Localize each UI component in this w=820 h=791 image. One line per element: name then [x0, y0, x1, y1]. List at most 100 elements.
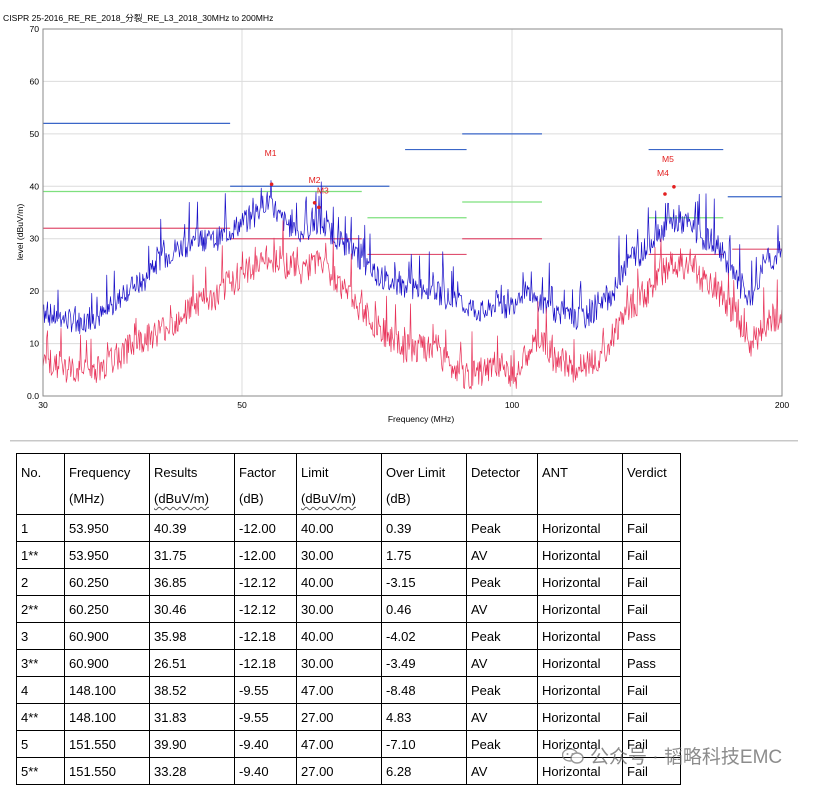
average-trace: [42, 220, 783, 390]
table-cell: -3.49: [381, 649, 467, 677]
x-tick-label: 50: [237, 400, 247, 410]
table-cell: 40.00: [296, 622, 382, 650]
watermark: 公众号 · 韬略科技EMC: [562, 742, 782, 769]
table-cell: 35.98: [149, 622, 235, 650]
table-cell: -9.55: [234, 676, 297, 704]
table-cell: 40.39: [149, 514, 235, 542]
table-cell: 148.100: [64, 703, 150, 731]
y-tick-label: 30: [29, 234, 39, 244]
table-cell: 4: [16, 676, 65, 704]
table-cell: 151.550: [64, 757, 150, 785]
table-header-cell: Results (dBuV/m): [149, 453, 235, 515]
header-text: Limit: [301, 465, 329, 480]
table-row: 4 148.100 38.52 -9.55 47.00 -8.48 Peak Horizont…: [16, 676, 681, 704]
header-text: (dBuV/m): [154, 491, 209, 506]
table-cell: 40.00: [296, 514, 382, 542]
table-cell: Fail: [622, 595, 681, 623]
header-text: (dBuV/m): [301, 491, 356, 506]
table-cell: 4.83: [381, 703, 467, 731]
y-tick-label: 60: [29, 76, 39, 86]
table-cell: Peak: [466, 676, 538, 704]
table-cell: Fail: [622, 541, 681, 569]
table-cell: 148.100: [64, 676, 150, 704]
table-cell: -12.00: [234, 514, 297, 542]
table-cell: -12.18: [234, 622, 297, 650]
header-text: Detector: [471, 465, 521, 480]
table-cell: 47.00: [296, 676, 382, 704]
x-tick-label: 200: [775, 400, 790, 410]
y-tick-label: 20: [29, 286, 39, 296]
table-header-cell: Factor (dB): [234, 453, 297, 515]
table-cell: Fail: [622, 676, 681, 704]
table-cell: 2**: [16, 595, 65, 623]
table-cell: AV: [466, 649, 538, 677]
table-cell: Fail: [622, 757, 681, 785]
table-cell: -12.18: [234, 649, 297, 677]
table-cell: 31.75: [149, 541, 235, 569]
table-cell: 36.85: [149, 568, 235, 596]
y-tick-label: 50: [29, 129, 39, 139]
table-cell: Peak: [466, 568, 538, 596]
table-cell: 1: [16, 514, 65, 542]
header-text: (dB): [239, 491, 264, 506]
y-tick-label: 40: [29, 181, 39, 191]
y-tick-label: 10: [29, 339, 39, 349]
table-cell: -9.40: [234, 730, 297, 758]
limit-lines: [43, 122, 782, 256]
marker-label: M1: [265, 148, 277, 158]
table-cell: 60.900: [64, 622, 150, 650]
table-cell: Peak: [466, 622, 538, 650]
table-cell: AV: [466, 757, 538, 785]
table-cell: 151.550: [64, 730, 150, 758]
table-cell: 53.950: [64, 541, 150, 569]
table-cell: AV: [466, 541, 538, 569]
table-row: 5** 151.550 33.28 -9.40 27.00 6.28 AV Horizonta…: [16, 757, 681, 785]
table-header-cell: Over Limit (dB): [381, 453, 467, 515]
table-cell: Fail: [622, 568, 681, 596]
table-cell: 33.28: [149, 757, 235, 785]
axis-ticks: 0.0 10 20 30 40 50 60 70 30 50 100 200: [27, 24, 789, 410]
table-cell: -12.12: [234, 595, 297, 623]
marker-label: M3: [317, 185, 329, 195]
table-row: 1** 53.950 31.75 -12.00 30.00 1.75 AV Horizonta…: [16, 541, 681, 569]
table-cell: Horizontal: [537, 568, 623, 596]
marker-label: M2: [309, 175, 321, 185]
header-text: [542, 486, 618, 512]
table-header-cell: No.: [16, 453, 65, 515]
x-axis-label: Frequency (MHz): [388, 414, 455, 424]
y-tick-label: 70: [29, 24, 39, 34]
header-text: Results: [154, 465, 198, 480]
table-cell: Horizontal: [537, 595, 623, 623]
table-cell: 47.00: [296, 730, 382, 758]
table-cell: 60.250: [64, 595, 150, 623]
table-cell: Horizontal: [537, 649, 623, 677]
table-row: 5 151.550 39.90 -9.40 47.00 -7.10 Peak Horizont…: [16, 730, 681, 758]
table-cell: -9.40: [234, 757, 297, 785]
table-cell: 0.46: [381, 595, 467, 623]
table-cell: 1**: [16, 541, 65, 569]
table-cell: -12.00: [234, 541, 297, 569]
table-cell: 3: [16, 622, 65, 650]
table-row: 2 60.250 36.85 -12.12 40.00 -3.15 Peak Horizont…: [16, 568, 681, 596]
table-cell: 0.39: [381, 514, 467, 542]
table-cell: -7.10: [381, 730, 467, 758]
table-cell: AV: [466, 595, 538, 623]
table-cell: Peak: [466, 730, 538, 758]
table-row: 2** 60.250 30.46 -12.12 30.00 0.46 AV Horizonta…: [16, 595, 681, 623]
table-cell: 1.75: [381, 541, 467, 569]
table-cell: 27.00: [296, 703, 382, 731]
table-cell: -8.48: [381, 676, 467, 704]
table-cell: 6.28: [381, 757, 467, 785]
table-cell: Fail: [622, 514, 681, 542]
table-header-row: No. Frequency (MHz) Results (dBuV/m) Factor (d…: [16, 453, 681, 515]
marker-point: [312, 201, 317, 205]
y-axis-label: level (dBuV/m): [15, 204, 25, 260]
marker-label: M4: [657, 168, 669, 178]
table-row: 1 53.950 40.39 -12.00 40.00 0.39 Peak Horizonta…: [16, 514, 681, 542]
header-text: (MHz): [69, 491, 105, 506]
x-tick-label: 30: [38, 400, 48, 410]
table-cell: -9.55: [234, 703, 297, 731]
table-cell: 5: [16, 730, 65, 758]
table-cell: 40.00: [296, 568, 382, 596]
table-cell: -4.02: [381, 622, 467, 650]
